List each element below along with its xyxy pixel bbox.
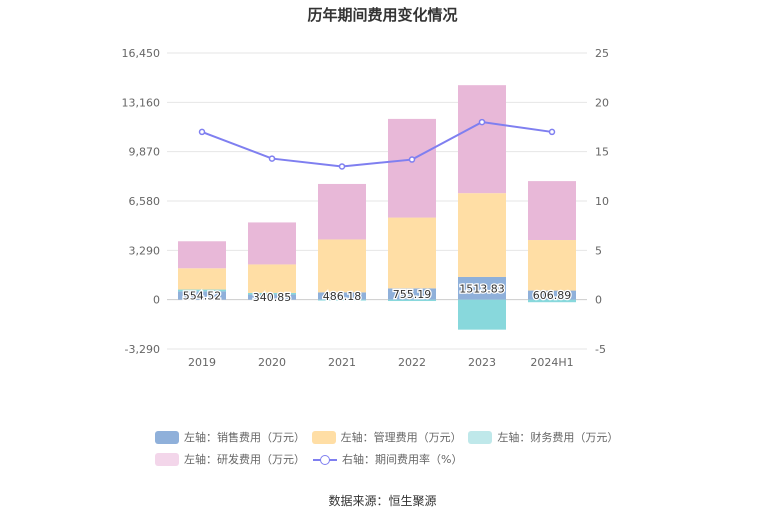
legend: 左轴：销售费用（万元） 左轴：管理费用（万元） 左轴：财务费用（万元） 左轴：研… — [155, 426, 625, 470]
legend-item-admin[interactable]: 左轴：管理费用（万元） — [311, 429, 469, 445]
bar-sales — [248, 294, 296, 300]
x-axis-tick-label: 2019 — [188, 356, 216, 369]
legend-item-rate[interactable]: 右轴：期间费用率（%） — [313, 451, 471, 467]
bar-admin — [318, 239, 366, 293]
bar-finance — [248, 292, 296, 295]
legend-label-admin: 左轴：管理费用（万元） — [340, 431, 462, 444]
x-axis-tick-label: 2021 — [328, 356, 356, 369]
rate-line — [201, 121, 553, 168]
sales-data-label: 1513.83 — [459, 282, 505, 295]
legend-swatch-finance — [468, 430, 493, 444]
x-axis-tick-label: 2023 — [468, 356, 496, 369]
bar-rnd — [528, 181, 576, 241]
bar-sales — [318, 292, 366, 300]
bar-finance — [388, 299, 436, 302]
sales-data-label: 606.89 — [533, 289, 572, 302]
rate-point — [268, 155, 276, 162]
legend-label-rnd: 左轴：研发费用（万元） — [184, 453, 305, 466]
left-axis-tick-label: 9,870 — [129, 146, 161, 159]
rate-point — [198, 128, 206, 136]
bar-rnd — [178, 241, 226, 269]
bar-sales — [528, 290, 576, 300]
legend-swatch-sales — [155, 430, 179, 444]
sales-data-label: 486.18 — [323, 290, 362, 303]
bar-admin — [528, 240, 576, 291]
x-axis-tick-label: 2024H1 — [530, 356, 573, 369]
right-axis-tick-label: 25 — [595, 47, 609, 60]
left-axis-tick-label: 6,580 — [129, 195, 161, 208]
chart-title: 历年期间费用变化情况 — [307, 6, 458, 24]
x-axis-tick-label: 2020 — [258, 356, 286, 369]
bar-finance — [318, 299, 366, 301]
legend-item-rnd[interactable]: 左轴：研发费用（万元） — [155, 451, 313, 467]
left-axis-tick-label: 0 — [153, 294, 160, 307]
legend-item-sales[interactable]: 左轴：销售费用（万元） — [155, 429, 312, 445]
source-note: 数据来源：恒生聚源 — [328, 494, 437, 508]
x-axis-tick-label: 2022 — [398, 356, 426, 369]
bar-admin — [388, 217, 436, 289]
legend-label-sales: 左轴：销售费用（万元） — [184, 431, 305, 444]
right-axis-tick-label: 20 — [595, 96, 609, 109]
legend-label-rate: 右轴：期间费用率（%） — [342, 453, 463, 466]
legend-swatch-admin — [311, 430, 336, 444]
right-axis-tick-label: 10 — [595, 195, 609, 208]
legend-label-finance: 左轴：财务费用（万元） — [497, 431, 619, 444]
left-axis-tick-label: 16,450 — [122, 47, 161, 60]
rate-point — [408, 156, 416, 163]
rate-point — [478, 118, 486, 126]
right-axis-tick-label: 15 — [595, 146, 609, 159]
legend-line-marker-icon — [313, 453, 337, 466]
legend-item-finance[interactable]: 左轴：财务费用（万元） — [468, 429, 625, 445]
right-axis-tick-label: -5 — [595, 343, 606, 356]
bar-admin — [248, 264, 296, 293]
sales-data-label: 554.52 — [183, 290, 222, 303]
plot-area: 16,450 13,160 9,870 6,580 3,290 0 -3,290 25 20 15… — [122, 47, 610, 369]
bar-finance — [528, 299, 576, 303]
rate-point — [548, 128, 556, 136]
bar-rnd — [388, 118, 436, 218]
bar-finance — [178, 289, 226, 292]
left-axis-tick-label: -3,290 — [125, 343, 160, 356]
bar-finance — [458, 299, 506, 330]
bar-sales — [458, 276, 506, 300]
right-axis-tick-label: 0 — [595, 294, 602, 307]
left-axis-tick-label: 13,160 — [122, 96, 161, 109]
bar-admin — [458, 193, 506, 277]
bar-rnd — [318, 183, 366, 240]
rate-point — [338, 163, 346, 170]
right-axis-tick-label: 5 — [595, 244, 602, 257]
bar-sales — [178, 291, 226, 300]
bar-rnd — [458, 85, 506, 194]
sales-data-label: 755.19 — [393, 288, 432, 301]
bar-admin — [178, 268, 226, 290]
sales-data-label: 340.85 — [253, 291, 292, 304]
bar-rnd — [248, 222, 296, 265]
left-axis-tick-label: 3,290 — [129, 244, 161, 257]
bar-sales — [388, 288, 436, 300]
legend-swatch-rnd — [155, 452, 179, 466]
